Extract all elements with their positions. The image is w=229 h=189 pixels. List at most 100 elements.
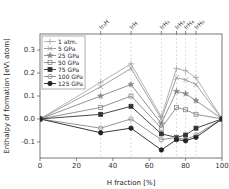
data-point (183, 68, 189, 74)
data-point (194, 112, 198, 116)
tick-mark (222, 158, 223, 161)
tick-label: IrH₆ (193, 17, 206, 30)
tick-mark (37, 50, 40, 51)
data-point (98, 85, 103, 90)
tick-mark (176, 31, 177, 34)
tick-label: 40 (108, 162, 117, 170)
tick-mark (37, 141, 40, 142)
data-point (220, 117, 222, 121)
data-point (194, 135, 198, 139)
legend: 1 atm.5 GPa25 GPa50 GPa75 GPa100 GPa125 … (42, 36, 85, 89)
data-point (183, 78, 188, 83)
legend-label: 100 GPa (58, 73, 83, 80)
tick-mark (149, 158, 150, 161)
tick-label: 100 (215, 162, 228, 170)
data-point (159, 126, 163, 130)
data-point (98, 93, 104, 99)
legend-label: 75 GPa (58, 66, 80, 73)
data-point (174, 65, 180, 71)
series-line (40, 119, 222, 140)
legend-label: 50 GPa (58, 59, 80, 66)
tick-label: IrH₂ (158, 17, 171, 30)
tick-mark (37, 118, 40, 119)
data-point (183, 139, 187, 143)
data-point (220, 117, 222, 121)
legend-label: 25 GPa (58, 52, 80, 59)
data-point (184, 108, 188, 112)
data-point (183, 91, 189, 97)
tick-label: 20 (72, 162, 81, 170)
legend-marker (48, 68, 52, 72)
legend-label: 5 GPa (58, 45, 76, 52)
data-point (40, 117, 42, 121)
chart: Ir₂HIrHIrH₂IrH₃IrH₄IrH₆020406080100-0.10… (0, 0, 229, 189)
tick-label: 0.1 (24, 92, 35, 100)
data-point (129, 126, 133, 130)
data-point (98, 126, 102, 130)
data-point (129, 104, 133, 108)
legend-marker (47, 39, 53, 45)
data-point (193, 97, 199, 103)
tick-label: IrH (128, 20, 139, 31)
series-line (40, 106, 222, 137)
tick-label: 60 (145, 162, 154, 170)
data-point (220, 117, 222, 121)
data-point (174, 75, 179, 80)
legend-marker (48, 46, 53, 51)
tick-mark (185, 158, 186, 161)
tick-label: 0.2 (24, 69, 35, 77)
data-point (220, 117, 222, 122)
series-group (40, 61, 222, 152)
data-point (194, 82, 199, 87)
data-point (40, 117, 42, 122)
legend-frame (42, 36, 85, 89)
data-point (193, 75, 199, 81)
tick-label: 0.3 (24, 46, 35, 54)
data-point (40, 116, 43, 122)
data-point (128, 81, 134, 87)
data-point (175, 105, 179, 109)
data-point (40, 117, 42, 121)
legend-label: 1 atm. (58, 38, 78, 45)
data-point (129, 94, 133, 98)
data-point (184, 133, 188, 137)
data-point (194, 126, 198, 130)
data-point (159, 148, 163, 152)
tick-mark (195, 31, 196, 34)
data-point (174, 137, 178, 141)
tick-label: Ir₂H (97, 18, 110, 31)
legend-marker (48, 74, 52, 78)
data-point (99, 112, 103, 116)
data-point (40, 117, 42, 121)
tick-mark (100, 31, 101, 34)
legend-marker (48, 81, 52, 85)
series-line (40, 68, 222, 119)
tick-mark (112, 158, 113, 161)
tick-mark (76, 158, 77, 161)
tick-mark (131, 31, 132, 34)
plot-frame (40, 34, 222, 158)
series-line (40, 85, 222, 124)
legend-marker (48, 61, 52, 65)
legend-marker (47, 52, 53, 58)
legend-swatch (44, 62, 56, 63)
data-point (129, 117, 133, 121)
tick-label: 0.0 (24, 115, 35, 123)
data-point (129, 66, 134, 71)
y-axis-label: Enthalpy of formation [eV\ atom] (3, 38, 11, 154)
x-axis-label: H fraction [%] (107, 179, 156, 187)
series-line (40, 119, 222, 150)
legend-label: 125 GPa (58, 80, 83, 87)
data-point (99, 105, 103, 109)
tick-mark (40, 158, 41, 161)
tick-mark (185, 31, 186, 34)
series-line (40, 64, 222, 119)
data-point (159, 137, 163, 141)
tick-mark (37, 73, 40, 74)
data-point (40, 117, 42, 121)
data-point (159, 132, 163, 136)
tick-mark (161, 31, 162, 34)
tick-label: 80 (181, 162, 190, 170)
legend-swatch (44, 76, 56, 77)
data-point (220, 117, 222, 121)
